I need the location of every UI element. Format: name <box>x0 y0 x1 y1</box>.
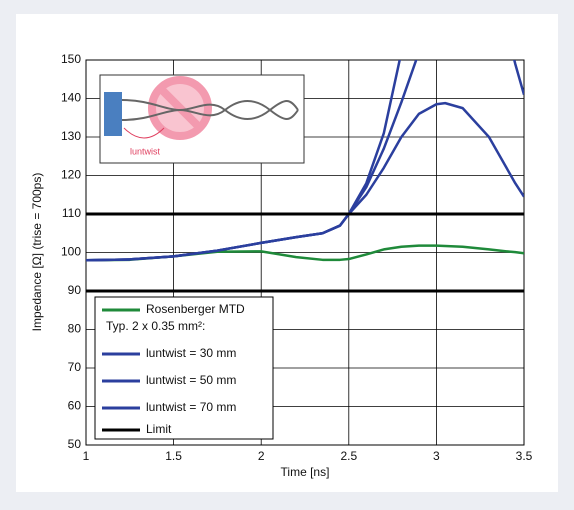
y-tick-label: 120 <box>61 168 81 182</box>
inset-forbid-bar <box>157 85 203 131</box>
x-tick-label: 3.5 <box>516 449 533 463</box>
lines <box>86 60 524 293</box>
legend-heading: Typ. 2 x 0.35 mm²: <box>106 319 205 333</box>
x-tick-label: 2 <box>258 449 265 463</box>
y-tick-label: 100 <box>61 245 81 259</box>
inset-label: luntwist <box>130 146 161 156</box>
y-tick-label: 90 <box>68 283 82 297</box>
legend-label: luntwist = 70 mm <box>146 400 236 414</box>
x-tick-label: 1.5 <box>165 449 182 463</box>
x-tick-label: 3 <box>433 449 440 463</box>
x-tick-label: 2.5 <box>340 449 357 463</box>
x-tick-label: 1 <box>83 449 90 463</box>
inset-brace <box>123 127 165 139</box>
legend: Typ. 2 x 0.35 mm²: Rosenberger MTD luntwi… <box>94 296 274 440</box>
legend-label: Rosenberger MTD <box>146 302 245 316</box>
y-tick-label: 60 <box>68 399 82 413</box>
inset-wire <box>121 100 299 121</box>
legend-label: Limit <box>146 422 172 436</box>
y-tick-label: 140 <box>61 91 81 105</box>
legend-label: luntwist = 50 mm <box>146 373 236 387</box>
y-tick-label: 150 <box>61 52 81 66</box>
series-line <box>86 60 401 262</box>
x-axis-label: Time [ns] <box>281 465 330 479</box>
y-tick-label: 110 <box>62 206 81 220</box>
y-tick-label: 80 <box>68 322 82 336</box>
y-tick-label: 50 <box>68 437 82 451</box>
inset: luntwist <box>99 74 305 164</box>
y-tick-label: 70 <box>68 360 82 374</box>
inset-connector <box>104 92 122 136</box>
y-tick-label: 130 <box>61 129 81 143</box>
y-axis-label: Impedance [Ω] (trise = 700ps) <box>30 173 44 332</box>
series-line <box>86 244 524 262</box>
legend-frame <box>94 296 274 440</box>
legend-label: luntwist = 30 mm <box>146 346 236 360</box>
